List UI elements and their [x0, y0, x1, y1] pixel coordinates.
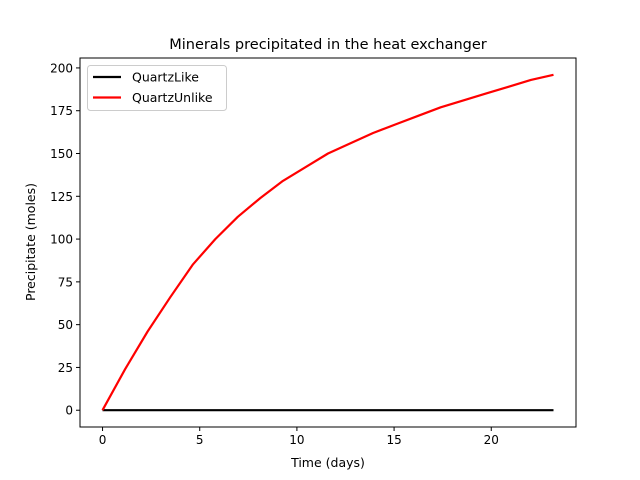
- x-tick-label: 15: [386, 433, 401, 447]
- y-tick-label: 50: [58, 318, 73, 332]
- y-tick-label: 175: [50, 104, 73, 118]
- legend-label: QuartzLike: [132, 70, 199, 85]
- chart-title: Minerals precipitated in the heat exchan…: [169, 37, 487, 53]
- y-tick-label: 75: [58, 275, 73, 289]
- y-tick-label: 200: [50, 61, 73, 75]
- y-tick-label: 0: [65, 404, 73, 418]
- plot-area: 0 5 10 15 200255075100125150175200QuartzLike…: [50, 57, 577, 447]
- y-axis-label: Precipitate (moles): [23, 183, 38, 301]
- x-tick-label: 10: [289, 433, 304, 447]
- x-tick-label: 0: [99, 433, 107, 447]
- series-line-quartzunlike: [101, 73, 554, 411]
- legend-box: [87, 65, 227, 111]
- x-tick-label: 20: [484, 433, 499, 447]
- y-tick-label: 125: [50, 190, 73, 204]
- axes-frame: [79, 57, 577, 428]
- y-tick-label: 25: [58, 361, 73, 375]
- legend-label: QuartzUnlike: [132, 90, 213, 105]
- y-tick-label: 150: [50, 147, 73, 161]
- y-tick-label: 100: [50, 233, 73, 247]
- x-axis-label: Time (days): [290, 455, 365, 470]
- x-tick-label: 5: [196, 433, 204, 447]
